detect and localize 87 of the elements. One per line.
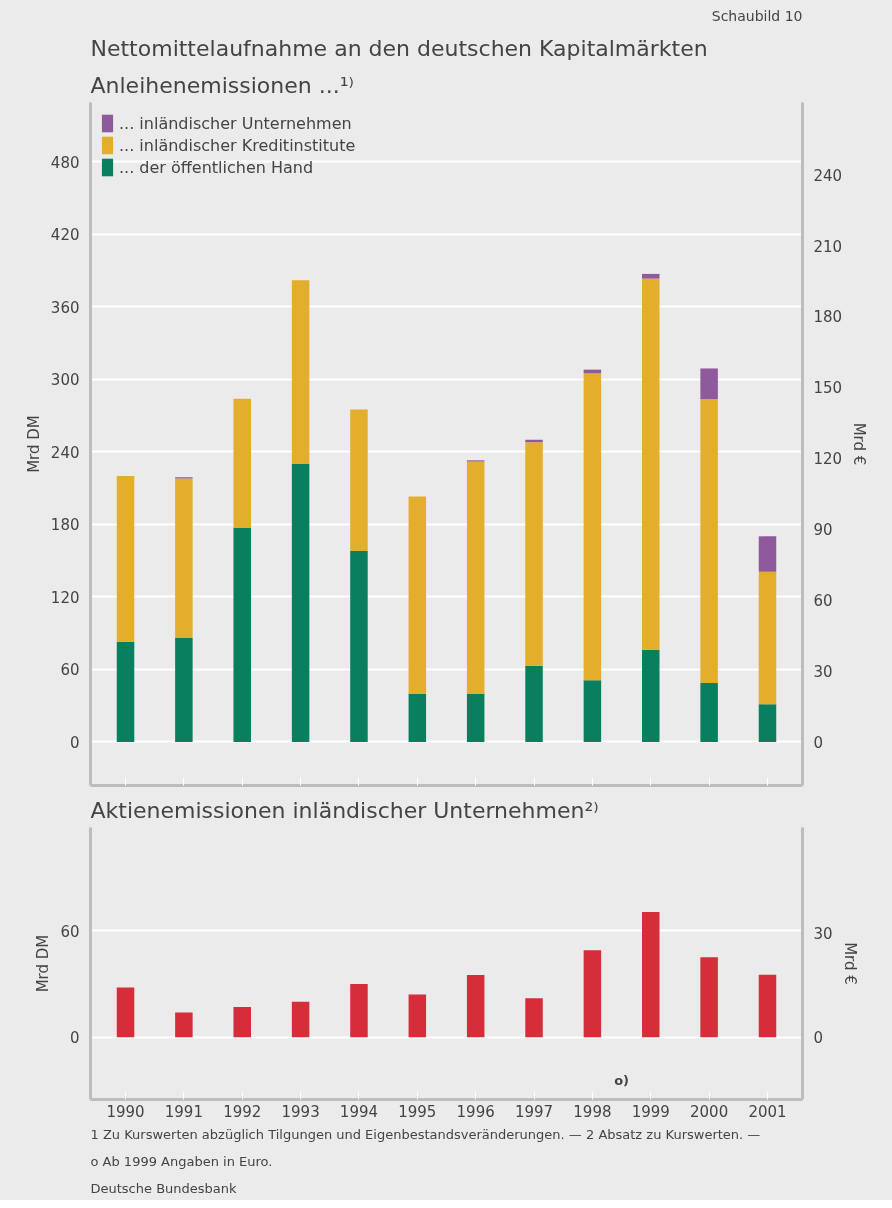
y-tick-label: 420 [50,226,80,245]
x-tick-label: 1992 [223,1102,262,1121]
bar [291,1001,310,1038]
y2-axis-title: Mrd € [850,422,869,466]
bar [758,974,777,1038]
bar [642,278,660,650]
bar [642,649,660,742]
y2-tick-label: 90 [813,521,833,540]
bar [408,994,427,1038]
y-axis-title: Mrd DM [34,934,53,993]
y2-tick-label: 60 [813,592,833,611]
bar [700,957,718,1038]
legend-label: ... inländischer Kreditinstitute [119,134,356,156]
bar [525,665,543,742]
legend-label: ... inländischer Unternehmen [119,112,352,134]
y-tick-label: 240 [50,443,80,462]
y-tick-label: 120 [50,588,80,607]
bar [233,1007,251,1038]
text: 1 Zu Kurswerten abzüglich Tilgungen und Eigenbestandsveränderungen. — 2 Absatz zu Kurswerten. — o Ab 1999 Angaben in Euro. [90,1126,761,1169]
x-tick-label: 1990 [106,1102,145,1121]
bar [175,638,193,742]
y2-tick-label: 30 [813,924,833,943]
bar [350,409,368,551]
y-tick-label: 360 [50,298,80,317]
y2-tick-label: 30 [813,663,833,682]
x-tick-label: 1999 [631,1102,670,1121]
chart-title: Nettomittelaufnahme an den deutschen Kapitalmärkten [90,35,708,61]
bar [466,693,485,742]
y-tick-label: 300 [50,371,80,390]
bar [758,571,777,705]
y2-tick-label: 240 [813,166,843,185]
y-tick-label: 180 [50,516,80,535]
x-tick-label: 2001 [748,1102,787,1121]
y2-tick-label: 150 [813,379,843,398]
x-tick-label: 1993 [281,1102,320,1121]
y2-tick-label: 210 [813,237,843,256]
x-tick-label: 1991 [164,1102,203,1121]
legend-label: ... der öffentlichen Hand [119,156,314,178]
text: Deutsche Bundesbank [90,1180,238,1196]
y-tick-label: 60 [60,922,80,941]
x-tick-label: 1996 [456,1102,495,1121]
bar [642,912,660,1038]
bar [525,442,543,666]
y2-tick-label: 0 [813,1029,824,1048]
bar [525,998,543,1038]
bar [700,368,718,400]
chart-title: Aktienemissionen inländischer Unternehmen²⁾ [90,797,599,823]
x-tick-label: 1997 [514,1102,554,1121]
bar [466,975,485,1038]
y2-tick-label: 120 [813,450,843,469]
y2-tick-label: 180 [813,308,843,327]
bar [408,693,427,742]
y2-tick-label: 0 [813,734,824,752]
bar [291,463,310,742]
bar [408,496,427,694]
bar [583,680,602,742]
x-tick-label: 1998 [573,1102,612,1121]
bar [175,1012,193,1038]
x-tick-label: 1994 [339,1102,379,1121]
bar [700,682,718,742]
y-tick-label: 0 [69,1029,80,1048]
bar [116,641,135,742]
y-axis-title: Mrd DM [24,415,43,473]
bar [758,704,777,742]
bar [116,987,135,1038]
bar [175,478,193,639]
bar [291,280,310,464]
y-tick-label: 480 [50,153,80,172]
bar [233,398,251,529]
y2-axis-title: Mrd € [840,942,859,985]
bar [758,536,777,572]
bar [466,461,485,694]
text: Schaubild 10 [711,7,803,24]
bar [350,983,368,1038]
bar [642,273,660,279]
bar [583,950,602,1038]
bar [350,550,368,742]
y-tick-label: 0 [69,733,80,752]
x-tick-label: 1995 [398,1102,437,1121]
bar [700,399,718,683]
bar [583,373,602,681]
bar [116,476,135,642]
annotation: o) [614,1072,630,1088]
chart-subtitle: Anleihenemissionen ...¹⁾ [90,72,354,98]
bar [233,528,251,742]
x-tick-label: 2000 [690,1102,729,1121]
y-tick-label: 60 [60,661,80,680]
